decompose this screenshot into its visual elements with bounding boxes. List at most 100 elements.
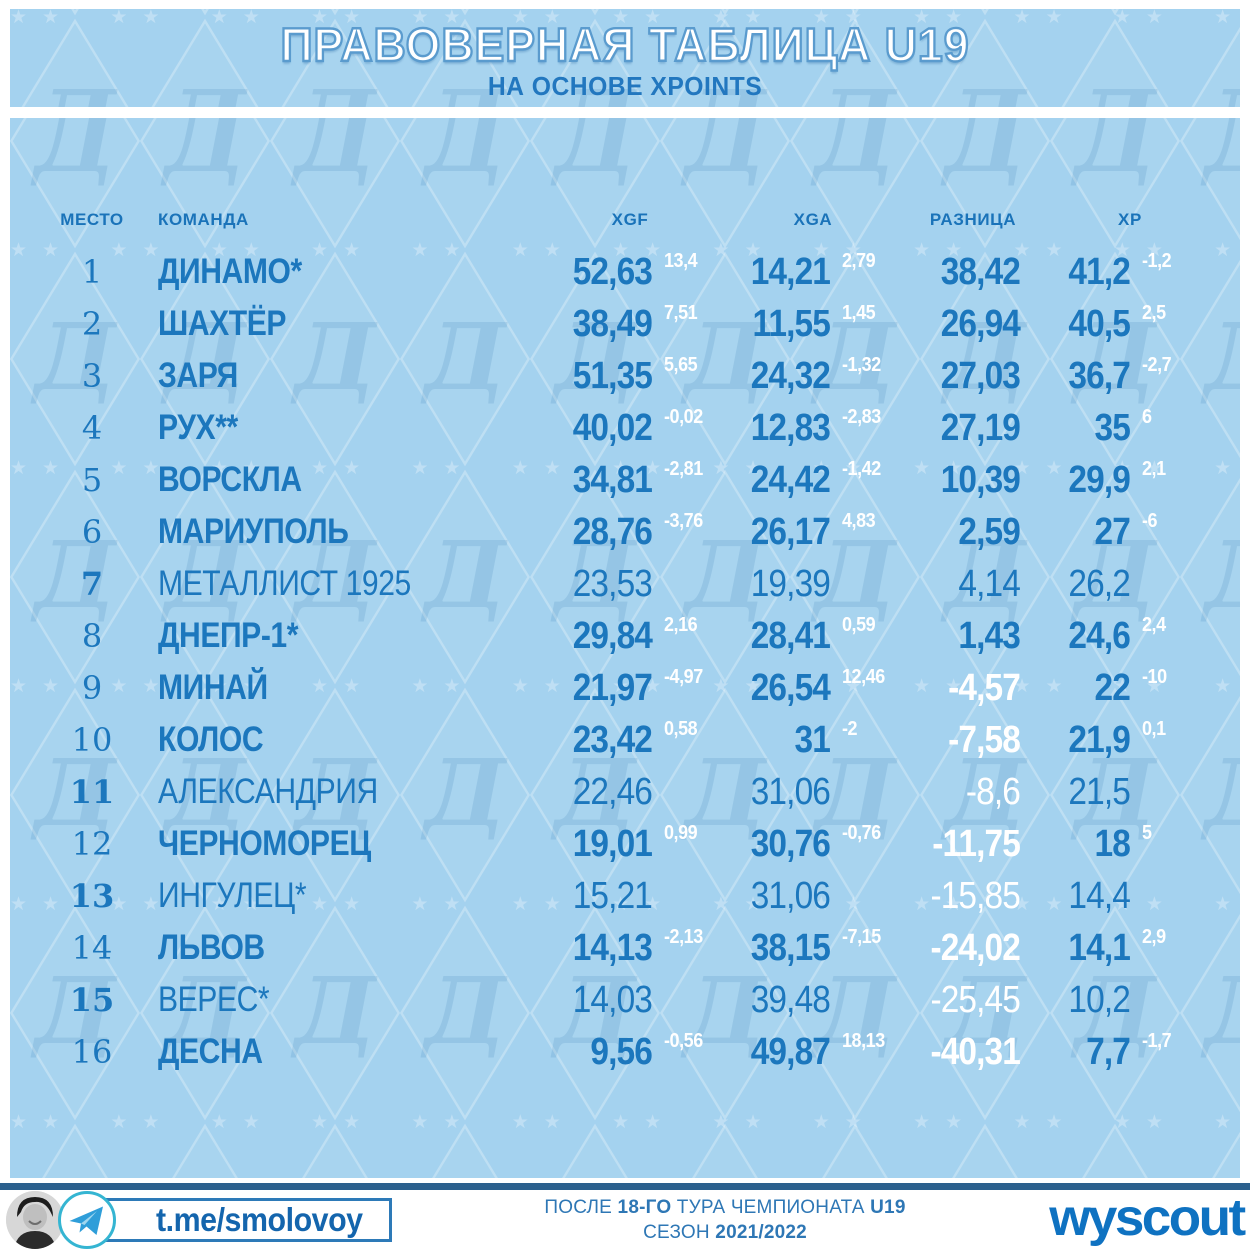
- xp-delta: -10: [1142, 666, 1167, 688]
- column-header-place: МЕСТО: [60, 210, 124, 229]
- place-number: 15: [69, 981, 115, 1019]
- pattern-dynamo-glyph: Д: [157, 118, 253, 189]
- xgf-value: 19,01: [572, 823, 653, 865]
- xp-value: 21,5: [1068, 771, 1130, 813]
- xgf-value: 40,02: [572, 407, 653, 449]
- xp-value: 24,6: [1068, 615, 1130, 657]
- table-row: 7 МЕТАЛЛИСТ 1925 23,53 19,39 4,14 26,2: [10, 558, 1240, 610]
- xga-value: 24,32: [750, 355, 831, 397]
- xgf-value: 9,56: [590, 1031, 652, 1073]
- place-number: 1: [81, 253, 103, 291]
- pattern-diamond: [1049, 9, 1181, 16]
- diff-value: 38,42: [940, 251, 1021, 293]
- xgf-delta: 13,4: [664, 250, 698, 272]
- pattern-diamond: [10, 1123, 141, 1178]
- table-row: 1 ДИНАМО* 52,63 13,4 14,21 2,79 38,42 41,2 -1,2: [10, 246, 1240, 298]
- footer-divider-bar: [0, 1183, 1250, 1190]
- footer-note: ПОСЛЕ 18-ГО ТУРА ЧЕМПИОНАТА U19 СЕЗОН 20…: [470, 1195, 980, 1245]
- xgf-value: 34,81: [572, 459, 653, 501]
- place-number: 8: [81, 617, 103, 655]
- place-number: 9: [81, 669, 103, 707]
- pattern-dynamo-glyph: Д: [1197, 118, 1240, 189]
- avatar-photo: [6, 1191, 64, 1249]
- diff-value: 2,59: [958, 511, 1020, 553]
- place-number: 12: [71, 825, 113, 863]
- xga-delta: 12,46: [842, 666, 885, 688]
- xga-value: 31,06: [750, 875, 831, 917]
- team-name: МИНАЙ: [158, 668, 268, 707]
- xp-delta: 6: [1142, 406, 1152, 428]
- team-name: АЛЕКСАНДРИЯ: [158, 772, 378, 811]
- table-row: 2 ШАХТЁР 38,49 7,51 11,55 1,45 26,94 40,5 2,5: [10, 298, 1240, 350]
- xga-delta: 18,13: [842, 1030, 885, 1052]
- pattern-diamond: [139, 1123, 271, 1178]
- xp-value: 41,2: [1068, 251, 1130, 293]
- xgf-delta: 2,16: [664, 614, 698, 636]
- diff-value: -15,85: [930, 875, 1020, 917]
- table-header-row: МЕСТО КОМАНДА XGF XGA РАЗНИЦА XP: [10, 208, 1240, 232]
- xp-delta: -1,2: [1142, 250, 1172, 272]
- team-name: ВЕРЕС*: [158, 980, 270, 1019]
- footer-note-text: ТУРА ЧЕМПИОНАТА: [671, 1197, 871, 1218]
- place-number: 11: [69, 773, 115, 811]
- pattern-diamond: [10, 9, 141, 16]
- xga-value: 31,06: [750, 771, 831, 813]
- xp-value: 14,4: [1068, 875, 1130, 917]
- team-name: ДНЕПР-1*: [158, 616, 299, 655]
- pattern-diamond: [1049, 1123, 1181, 1178]
- column-header-diff: РАЗНИЦА: [929, 210, 1017, 229]
- pattern-diamond: [269, 9, 401, 16]
- xp-delta: -2,7: [1142, 354, 1172, 376]
- xp-value: 26,2: [1068, 563, 1130, 605]
- footer-note-text: ПОСЛЕ: [544, 1197, 618, 1218]
- pattern-dynamo-glyph: Д: [677, 118, 773, 189]
- xgf-value: 21,97: [572, 667, 653, 709]
- xp-value: 27: [1094, 511, 1131, 553]
- xgf-value: 38,49: [572, 303, 653, 345]
- xga-value: 14,21: [750, 251, 831, 293]
- xga-value: 12,83: [750, 407, 831, 449]
- pattern-dynamo-glyph: Д: [27, 118, 123, 189]
- telegram-handle[interactable]: t.me/smolovoy: [155, 1201, 363, 1238]
- table-row: 10 КОЛОС 23,42 0,58 31 -2 -7,58 21,9 0,1: [10, 714, 1240, 766]
- xp-value: 35: [1094, 407, 1131, 449]
- pattern-diamond: [529, 1123, 661, 1178]
- xga-delta: -7,15: [842, 926, 881, 948]
- table-row: 16 ДЕСНА 9,56 -0,56 49,87 18,13 -40,31 7,7 -1,7: [10, 1026, 1240, 1078]
- paper-plane-icon: [58, 1191, 116, 1249]
- table-row: 15 ВЕРЕС* 14,03 39,48 -25,45 10,2: [10, 974, 1240, 1026]
- pattern-diamond: [919, 9, 1051, 16]
- xga-value: 11,55: [752, 303, 831, 345]
- pattern-diamond: [1179, 9, 1240, 16]
- xgf-value: 14,13: [572, 927, 653, 969]
- xga-value: 38,15: [750, 927, 831, 969]
- team-name: ШАХТЁР: [158, 304, 287, 343]
- diff-value: -25,45: [930, 979, 1020, 1021]
- place-number: 6: [81, 513, 103, 551]
- xgf-delta: -2,81: [664, 458, 703, 480]
- avatar: [6, 1191, 64, 1249]
- diff-value: -11,75: [932, 823, 1021, 865]
- xp-value: 14,1: [1068, 927, 1130, 969]
- xp-value: 21,9: [1068, 719, 1130, 761]
- place-number: 3: [81, 357, 103, 395]
- wyscout-logo: wyscout: [1049, 1189, 1247, 1247]
- table-row: 12 ЧЕРНОМОРЕЦ 19,01 0,99 30,76 -0,76 -11,75 18 5: [10, 818, 1240, 870]
- xga-value: 30,76: [750, 823, 831, 865]
- place-number: 13: [69, 877, 115, 915]
- pattern-diamond: [529, 9, 661, 16]
- diff-value: -4,57: [948, 667, 1021, 709]
- pattern-diamond: [919, 1123, 1051, 1178]
- diff-value: 4,14: [958, 563, 1020, 605]
- diff-value: 27,03: [940, 355, 1021, 397]
- pattern-diamond: [399, 1123, 531, 1178]
- xgf-value: 15,21: [572, 875, 653, 917]
- xp-delta: 2,1: [1142, 458, 1166, 480]
- xgf-value: 52,63: [572, 251, 653, 293]
- table-row: 5 ВОРСКЛА 34,81 -2,81 24,42 -1,42 10,39 29,9 2,1: [10, 454, 1240, 506]
- xga-delta: 2,79: [842, 250, 876, 272]
- table-row: 4 РУХ** 40,02 -0,02 12,83 -2,83 27,19 35 6: [10, 402, 1240, 454]
- diff-value: 1,43: [958, 615, 1020, 657]
- pattern-diamond: [399, 9, 531, 16]
- xgf-value: 51,35: [572, 355, 653, 397]
